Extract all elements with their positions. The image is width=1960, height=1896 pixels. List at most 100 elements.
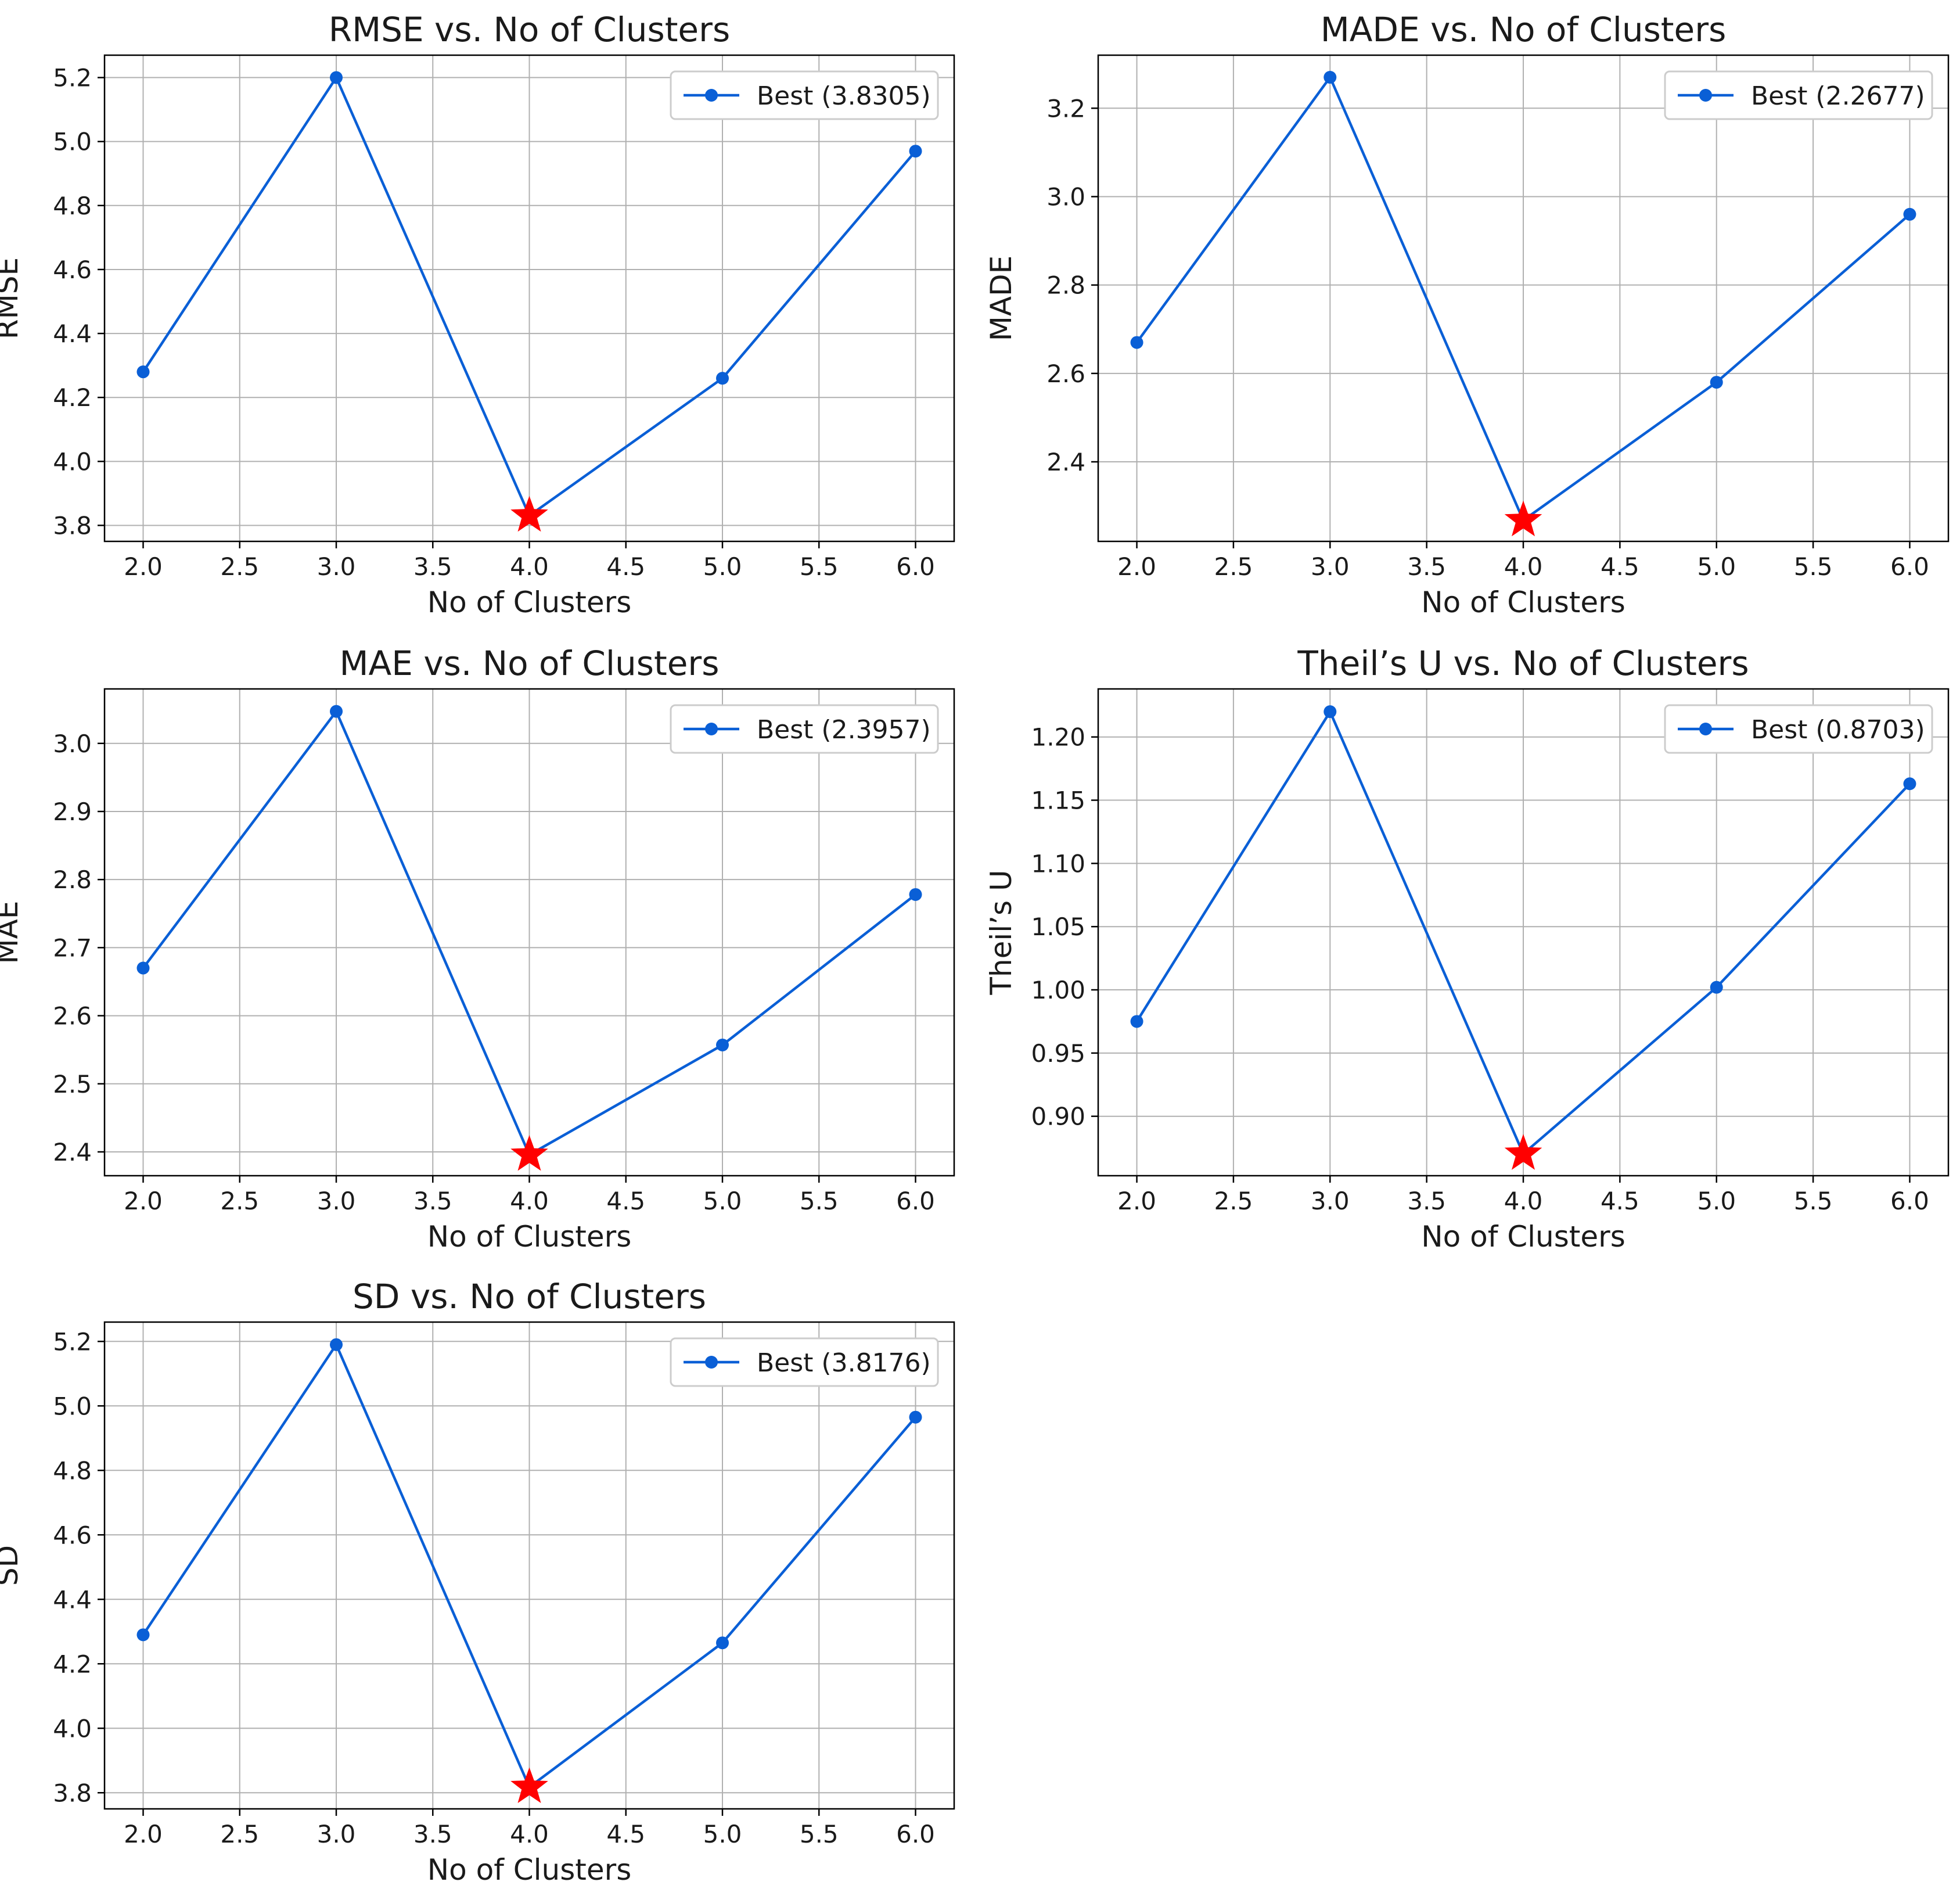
data-point <box>909 888 922 901</box>
chart-title: Theil’s U vs. No of Clusters <box>1297 644 1749 683</box>
x-tick-label: 6.0 <box>896 1187 935 1215</box>
y-tick-label: 2.6 <box>1046 360 1085 388</box>
x-tick-label: 2.0 <box>1117 552 1156 581</box>
y-tick-label: 4.2 <box>53 383 92 412</box>
data-point <box>1130 336 1143 349</box>
data-point <box>1903 777 1916 791</box>
y-axis-label: SD <box>0 1545 24 1586</box>
data-point <box>716 1636 729 1650</box>
chart-title: MAE vs. No of Clusters <box>340 644 720 683</box>
data-point <box>909 1410 922 1424</box>
chart-panel-2: 2.0 2.5 3.0 3.5 4.0 4.5 5.0 5.5 6.0 2.4 2.6 2.8 3.0 3… <box>984 10 1950 619</box>
x-axis-label: No of Clusters <box>427 1853 632 1887</box>
y-tick-label: 4.4 <box>53 319 92 348</box>
y-tick-label: 1.20 <box>1031 723 1085 752</box>
y-tick-label: 4.8 <box>53 1456 92 1485</box>
x-tick-label: 3.5 <box>413 552 452 581</box>
x-tick-label: 2.0 <box>124 552 163 581</box>
best-star-marker <box>510 1135 548 1171</box>
y-axis-label: MADE <box>984 256 1018 341</box>
y-tick-label: 1.10 <box>1031 849 1085 878</box>
x-tick-label: 3.0 <box>317 552 356 581</box>
x-tick-label: 2.5 <box>1214 1187 1253 1215</box>
x-tick-label: 2.5 <box>220 1820 259 1848</box>
x-tick-label: 4.0 <box>510 552 549 581</box>
y-tick-label: 5.0 <box>53 128 92 156</box>
x-tick-label: 4.5 <box>606 1187 645 1215</box>
x-tick-label: 4.5 <box>606 552 645 581</box>
x-tick-label: 4.5 <box>1601 552 1639 581</box>
x-tick-label: 4.0 <box>1504 1187 1543 1215</box>
legend-marker-swatch <box>705 89 718 102</box>
data-point <box>136 365 150 379</box>
y-tick-label: 3.2 <box>1046 94 1085 123</box>
y-tick-label: 4.4 <box>53 1585 92 1614</box>
y-tick-label: 3.0 <box>1046 182 1085 211</box>
data-point <box>1710 981 1723 994</box>
x-tick-label: 2.5 <box>220 552 259 581</box>
x-tick-label: 4.0 <box>510 1187 549 1215</box>
legend-label: Best (3.8176) <box>757 1348 931 1378</box>
x-tick-label: 3.5 <box>1407 552 1446 581</box>
data-point <box>136 961 150 975</box>
x-tick-label: 2.5 <box>220 1187 259 1215</box>
legend-box <box>670 704 939 754</box>
y-tick-label: 5.0 <box>53 1392 92 1420</box>
x-tick-label: 5.5 <box>1794 552 1833 581</box>
y-tick-label: 0.95 <box>1031 1039 1085 1068</box>
x-tick-label: 3.5 <box>413 1187 452 1215</box>
x-tick-label: 2.0 <box>124 1187 163 1215</box>
y-tick-label: 4.8 <box>53 192 92 220</box>
y-tick-label: 3.0 <box>53 730 92 758</box>
y-tick-label: 2.8 <box>1046 271 1085 300</box>
data-point <box>1710 376 1723 389</box>
data-point <box>1324 705 1337 719</box>
legend-box <box>670 70 939 120</box>
y-tick-label: 4.2 <box>53 1650 92 1678</box>
data-point <box>330 71 343 84</box>
data-point <box>136 1628 150 1642</box>
legend-label: Best (3.8305) <box>757 81 931 111</box>
x-tick-label: 5.5 <box>800 1820 839 1848</box>
y-tick-label: 2.6 <box>53 1002 92 1030</box>
x-tick-label: 6.0 <box>1890 552 1929 581</box>
x-tick-label: 6.0 <box>896 552 935 581</box>
x-tick-label: 4.5 <box>1601 1187 1639 1215</box>
legend-marker-swatch <box>1699 723 1712 735</box>
x-tick-label: 3.0 <box>1311 552 1350 581</box>
chart-title: RMSE vs. No of Clusters <box>329 10 730 49</box>
chart-panel-1: 2.0 2.5 3.0 3.5 4.0 4.5 5.0 5.5 6.0 3.8 4.0 4.2 4.4 4… <box>0 10 955 619</box>
x-tick-label: 2.0 <box>124 1820 163 1848</box>
y-tick-label: 5.2 <box>53 64 92 92</box>
best-star-marker <box>510 1767 548 1803</box>
y-tick-label: 5.2 <box>53 1327 92 1356</box>
y-tick-label: 3.8 <box>53 511 92 540</box>
chart-panel-4: 2.0 2.5 3.0 3.5 4.0 4.5 5.0 5.5 6.0 0.90 0.95 1.00 1… <box>984 644 1950 1254</box>
y-tick-label: 1.05 <box>1031 913 1085 941</box>
x-axis-label: No of Clusters <box>1421 586 1625 619</box>
x-tick-label: 3.0 <box>1311 1187 1350 1215</box>
x-tick-label: 3.5 <box>413 1820 452 1848</box>
y-tick-label: 2.4 <box>1046 448 1085 476</box>
y-tick-label: 4.0 <box>53 447 92 476</box>
legend-label: Best (2.2677) <box>1751 81 1925 111</box>
legend-marker-swatch <box>705 723 718 735</box>
chart-panel-3: 2.0 2.5 3.0 3.5 4.0 4.5 5.0 5.5 6.0 2.4 2.5 2.6 2.7 2… <box>0 644 955 1254</box>
x-tick-label: 4.5 <box>606 1820 645 1848</box>
x-tick-label: 6.0 <box>896 1820 935 1848</box>
x-tick-label: 2.0 <box>1117 1187 1156 1215</box>
legend-label: Best (0.8703) <box>1751 715 1925 745</box>
x-tick-label: 5.0 <box>1697 1187 1736 1215</box>
y-axis-label: MAE <box>0 901 24 964</box>
y-tick-label: 1.15 <box>1031 787 1085 815</box>
legend-box <box>670 1337 939 1387</box>
x-axis-label: No of Clusters <box>1421 1220 1625 1254</box>
x-tick-label: 4.0 <box>510 1820 549 1848</box>
data-point <box>330 1338 343 1351</box>
data-point <box>716 1038 729 1051</box>
x-tick-label: 5.0 <box>703 1187 742 1215</box>
x-axis-label: No of Clusters <box>427 1220 632 1254</box>
y-axis-label: RMSE <box>0 257 24 339</box>
chart-title: SD vs. No of Clusters <box>353 1277 706 1316</box>
